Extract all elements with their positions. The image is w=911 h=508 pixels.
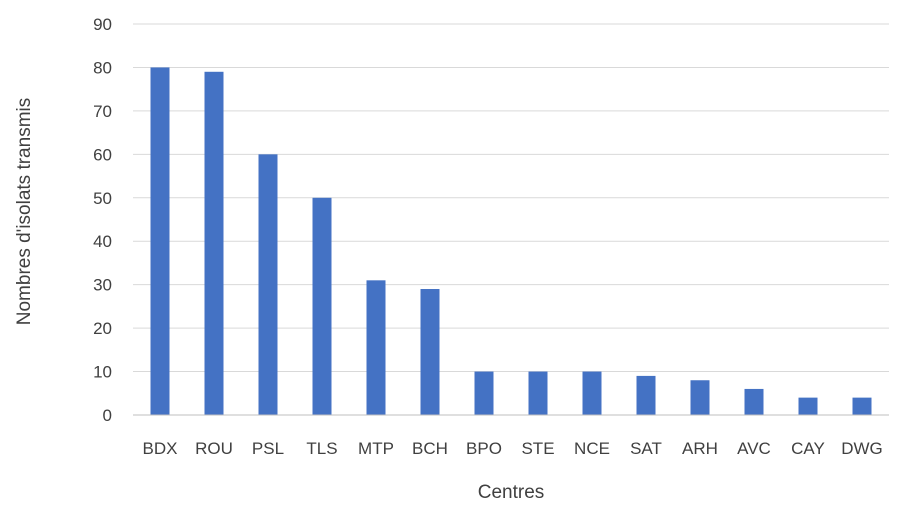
bar-avc [744, 388, 764, 415]
x-tick-label: DWG [841, 439, 883, 458]
x-axis-title: Centres [478, 482, 545, 503]
bar-nce [582, 371, 602, 415]
y-tick-label: 30 [93, 276, 112, 295]
y-tick-label: 50 [93, 189, 112, 208]
y-tick-label: 10 [93, 363, 112, 382]
bar-ste [528, 371, 548, 415]
y-tick-label: 90 [93, 15, 112, 34]
bar-tls [312, 197, 332, 415]
x-tick-label: CAY [791, 439, 825, 458]
x-tick-label: ROU [195, 439, 233, 458]
bar-psl [258, 154, 278, 416]
y-axis-title: Nombres d'isolats transmis [14, 98, 35, 325]
y-axis-ticks: 0 10 20 30 40 50 60 70 80 90 [93, 15, 112, 425]
x-tick-label: STE [521, 439, 554, 458]
bar-dwg [852, 397, 872, 415]
bar-mtp [366, 280, 386, 415]
y-tick-label: 40 [93, 232, 112, 251]
x-axis-ticks: BDX ROU PSL TLS MTP BCH BPO STE NCE SAT ARH AVC CAY D… [143, 439, 883, 458]
y-tick-label: 0 [103, 406, 112, 425]
x-tick-label: TLS [306, 439, 337, 458]
y-tick-label: 70 [93, 102, 112, 121]
x-tick-label: AVC [737, 439, 771, 458]
x-tick-label: NCE [574, 439, 610, 458]
x-tick-label: BPO [466, 439, 502, 458]
y-tick-label: 80 [93, 58, 112, 77]
x-tick-label: BDX [143, 439, 178, 458]
bar-sat [636, 375, 656, 415]
x-tick-label: SAT [630, 439, 662, 458]
bar-cay [798, 397, 818, 415]
bar-rou [204, 71, 224, 416]
bar-arh [690, 380, 710, 415]
bars [150, 67, 872, 416]
gridlines [133, 23, 889, 373]
y-tick-label: 60 [93, 145, 112, 164]
x-tick-label: ARH [682, 439, 718, 458]
x-tick-label: BCH [412, 439, 448, 458]
y-tick-label: 20 [93, 319, 112, 338]
bar-bch [420, 289, 440, 415]
x-tick-label: MTP [358, 439, 394, 458]
x-tick-label: PSL [252, 439, 284, 458]
bar-bdx [150, 67, 170, 415]
bar-bpo [474, 371, 494, 415]
